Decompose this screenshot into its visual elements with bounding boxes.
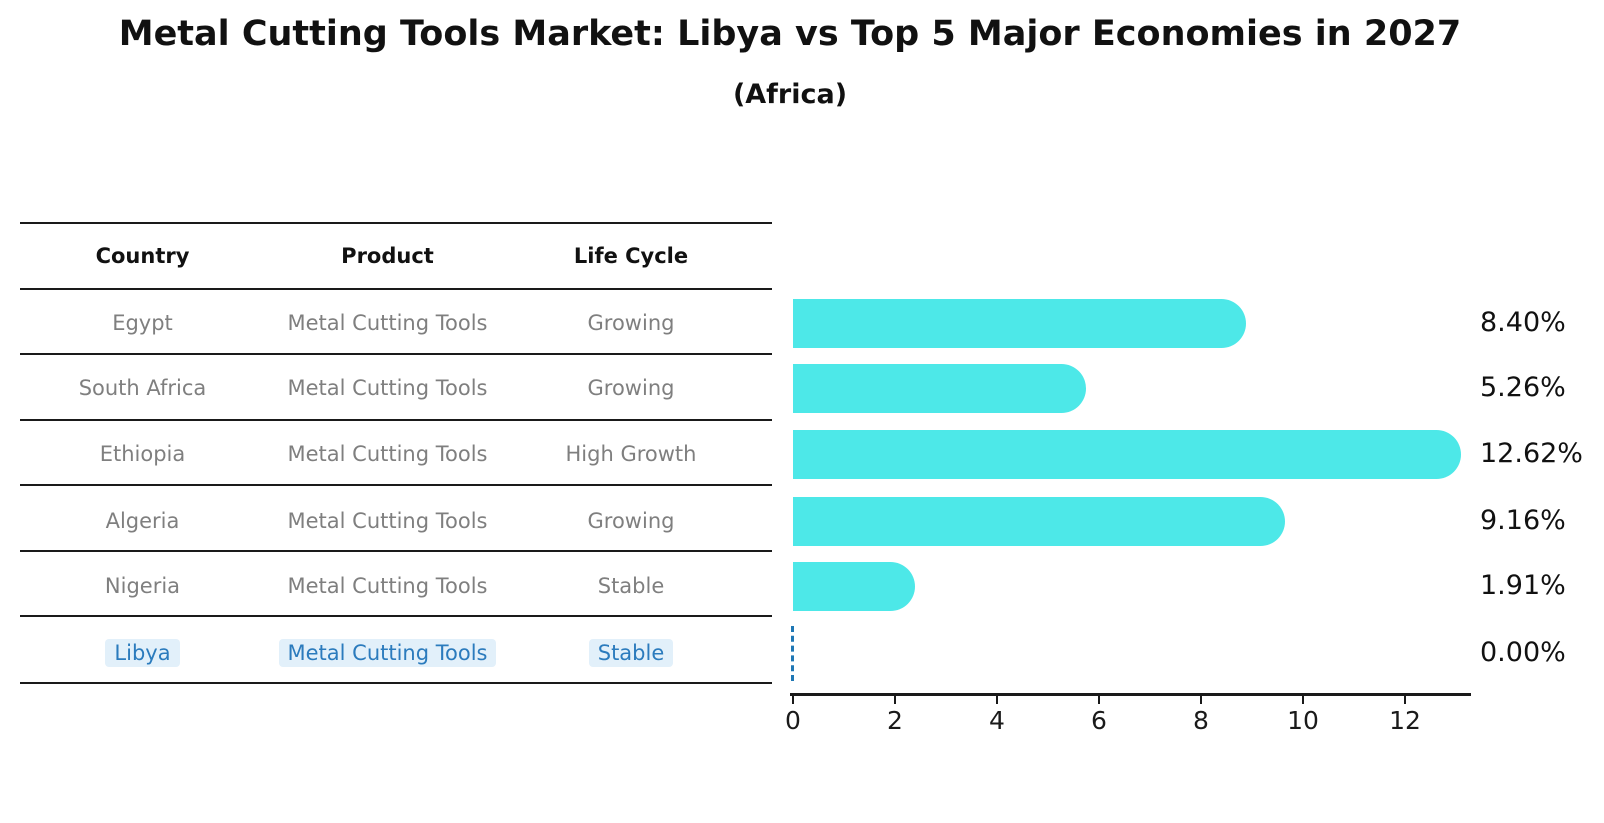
table-cell-product: Metal Cutting Tools — [265, 574, 510, 598]
bar-south-africa — [793, 363, 1086, 413]
x-axis-tick-mark — [1403, 695, 1407, 704]
table-header-row: Country Product Life Cycle — [20, 224, 772, 288]
x-axis-tick-mark — [791, 695, 795, 704]
x-axis-tick-label: 0 — [785, 706, 801, 735]
bar-value-label: 8.40% — [1480, 307, 1566, 338]
bar-algeria — [793, 496, 1285, 546]
table-cell-product: Metal Cutting Tools — [265, 311, 510, 335]
table-cell-life-cycle: Growing — [510, 311, 752, 335]
zero-value-marker — [791, 626, 794, 681]
table-line — [20, 550, 772, 552]
table-row: Nigeria Metal Cutting Tools Stable — [20, 554, 772, 618]
table-cell-text: Nigeria — [104, 574, 181, 598]
table-cell-text: Metal Cutting Tools — [287, 509, 488, 533]
table-header-life-cycle: Life Cycle — [573, 244, 689, 268]
table-cell-text: Growing — [587, 376, 675, 400]
x-axis-tick-mark — [995, 695, 999, 704]
table-cell-text: Metal Cutting Tools — [287, 311, 488, 335]
table-cell-text: Growing — [587, 311, 675, 335]
x-axis-tick-mark — [893, 695, 897, 704]
bar-value-label: 5.26% — [1480, 372, 1566, 403]
table-cell-text: Metal Cutting Tools — [287, 376, 488, 400]
table-cell-product: Metal Cutting Tools — [265, 376, 510, 400]
table-cell-country: Algeria — [20, 509, 265, 533]
table-cell-life-cycle: High Growth — [510, 442, 752, 466]
table-header-country: Country — [95, 244, 190, 268]
table-cell-life-cycle: Growing — [510, 509, 752, 533]
bar-value-label: 0.00% — [1480, 637, 1566, 668]
table-row: Algeria Metal Cutting Tools Growing — [20, 489, 772, 553]
table-header-product: Product — [341, 244, 434, 268]
x-axis-tick-label: 2 — [887, 706, 903, 735]
x-axis-tick-mark — [1301, 695, 1305, 704]
table-line — [20, 484, 772, 486]
table-cell-product: Metal Cutting Tools — [265, 442, 510, 466]
x-axis-tick-mark — [1097, 695, 1101, 704]
x-axis-tick-label: 8 — [1193, 706, 1209, 735]
x-axis-tick-label: 10 — [1287, 706, 1319, 735]
table-cell-text: Stable — [588, 639, 674, 667]
x-axis-tick-label: 12 — [1389, 706, 1421, 735]
table-cell-text: Growing — [587, 509, 675, 533]
table-cell-text: Stable — [597, 574, 665, 598]
table-cell-product: Metal Cutting Tools — [265, 509, 510, 533]
table-line — [20, 222, 772, 224]
table-cell-country: Egypt — [20, 311, 265, 335]
table-cell-life-cycle: Stable — [510, 574, 752, 598]
table-cell-text: South Africa — [78, 376, 207, 400]
table-row: Egypt Metal Cutting Tools Growing — [20, 291, 772, 355]
bar-ethiopia — [793, 429, 1462, 479]
table-cell-country: Libya — [20, 639, 265, 667]
x-axis-tick-label: 4 — [989, 706, 1005, 735]
table-cell-text: High Growth — [565, 442, 697, 466]
table-line — [20, 682, 772, 684]
table-line — [20, 288, 772, 290]
table-cell-text: Libya — [105, 639, 180, 667]
table-line — [20, 353, 772, 355]
table-cell-country: Nigeria — [20, 574, 265, 598]
x-axis-line — [790, 693, 1471, 696]
bar-value-label: 9.16% — [1480, 505, 1566, 536]
bar-value-label: 12.62% — [1480, 438, 1583, 469]
table-cell-text: Egypt — [112, 311, 173, 335]
table-row: Ethiopia Metal Cutting Tools High Growth — [20, 422, 772, 486]
table-cell-product: Metal Cutting Tools — [265, 639, 510, 667]
table-cell-text: Metal Cutting Tools — [287, 574, 488, 598]
table-cell-text: Algeria — [105, 509, 180, 533]
chart-subtitle: (Africa) — [732, 79, 848, 110]
table-cell-text: Metal Cutting Tools — [278, 639, 497, 667]
table-line — [20, 615, 772, 617]
chart-title: Metal Cutting Tools Market: Libya vs Top… — [118, 14, 1462, 54]
bar-egypt — [793, 298, 1246, 348]
table-cell-life-cycle: Stable — [510, 639, 752, 667]
table-cell-text: Metal Cutting Tools — [287, 442, 488, 466]
bar-nigeria — [793, 561, 915, 611]
x-axis-tick-mark — [1199, 695, 1203, 704]
table-cell-country: Ethiopia — [20, 442, 265, 466]
x-axis-tick-label: 6 — [1091, 706, 1107, 735]
table-line — [20, 419, 772, 421]
table-row: Libya Metal Cutting Tools Stable — [20, 621, 772, 685]
table-cell-text: Ethiopia — [99, 442, 186, 466]
table-cell-country: South Africa — [20, 376, 265, 400]
table-cell-life-cycle: Growing — [510, 376, 752, 400]
bar-value-label: 1.91% — [1480, 570, 1566, 601]
table-row: South Africa Metal Cutting Tools Growing — [20, 356, 772, 420]
